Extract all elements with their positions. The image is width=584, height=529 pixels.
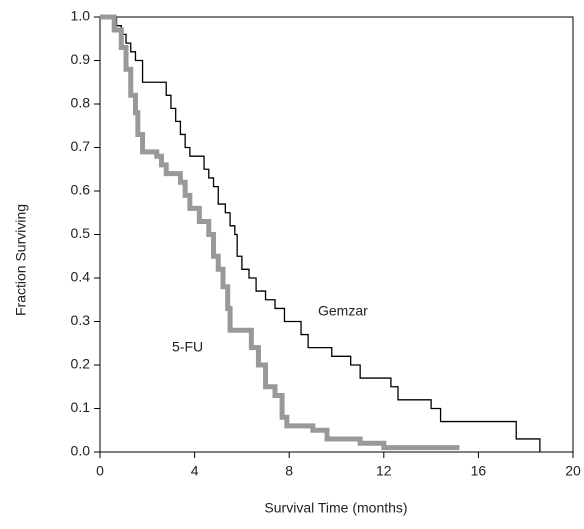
y-tick-label: 0.0 — [71, 443, 91, 459]
y-tick-label: 0.6 — [71, 182, 91, 198]
x-tick-label: 12 — [376, 463, 392, 479]
y-tick-label: 0.5 — [71, 225, 91, 241]
y-tick-label: 0.2 — [71, 356, 91, 372]
x-tick-label: 0 — [96, 463, 104, 479]
y-tick-label: 0.8 — [71, 95, 91, 111]
curve-label: Gemzar — [318, 303, 368, 319]
x-tick-label: 8 — [285, 463, 293, 479]
survival-curve — [100, 16, 541, 452]
y-tick-label: 0.3 — [71, 312, 91, 328]
x-tick-label: 16 — [471, 463, 487, 479]
y-tick-label: 0.9 — [71, 51, 91, 67]
x-tick-label: 20 — [565, 463, 581, 479]
y-tick-label: 0.7 — [71, 138, 91, 154]
x-tick-label: 4 — [191, 463, 199, 479]
y-tick-label: 0.1 — [71, 399, 91, 415]
curve-label: 5-FU — [172, 339, 203, 355]
y-tick-label: 1.0 — [71, 8, 91, 24]
y-axis-label: Fraction Surviving — [13, 204, 29, 316]
y-tick-label: 0.4 — [71, 269, 91, 285]
survival-curve — [100, 14, 460, 451]
x-axis-label: Survival Time (months) — [264, 500, 407, 516]
plot-frame — [99, 16, 574, 453]
